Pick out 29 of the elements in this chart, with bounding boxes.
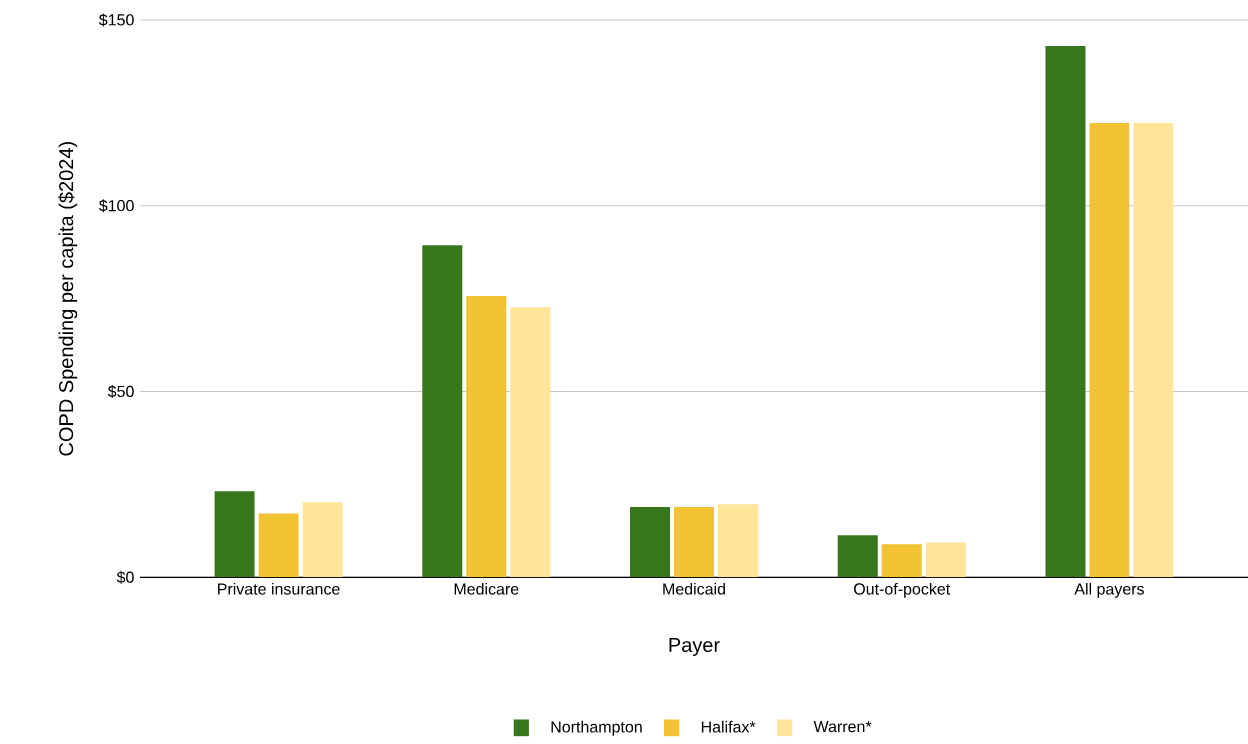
y-axis-title: COPD Spending per capita ($2024) [58, 142, 78, 456]
x-tick-label: Private insurance [218, 582, 340, 595]
legend-label: Warren* [813, 721, 872, 733]
bar [302, 502, 343, 578]
y-tick-label: $0 [116, 570, 134, 584]
legend-label: Halifax* [701, 720, 756, 733]
bar [630, 507, 671, 578]
bar [718, 504, 759, 578]
legend-label: Northampton [551, 720, 642, 736]
x-tick-label: Medicaid [663, 582, 725, 595]
bar [258, 513, 299, 578]
y-tick-label: $100 [98, 199, 134, 213]
bar [466, 296, 507, 578]
bar [1133, 122, 1174, 578]
bar [925, 542, 966, 578]
x-tick-label: Out-of-pocket [854, 582, 951, 598]
bar [422, 245, 463, 578]
bar [674, 507, 715, 578]
y-tick-label: $50 [107, 385, 134, 399]
bar [881, 544, 922, 578]
bar [1045, 46, 1086, 578]
y-tick-label: $150 [98, 13, 134, 27]
x-tick-label: All payers [1074, 582, 1144, 598]
bar [1089, 122, 1130, 578]
bar [510, 307, 551, 578]
bar [214, 491, 255, 578]
bar [837, 535, 878, 578]
x-tick-label: Medicare [454, 582, 519, 595]
x-axis-title: Payer [669, 638, 720, 657]
